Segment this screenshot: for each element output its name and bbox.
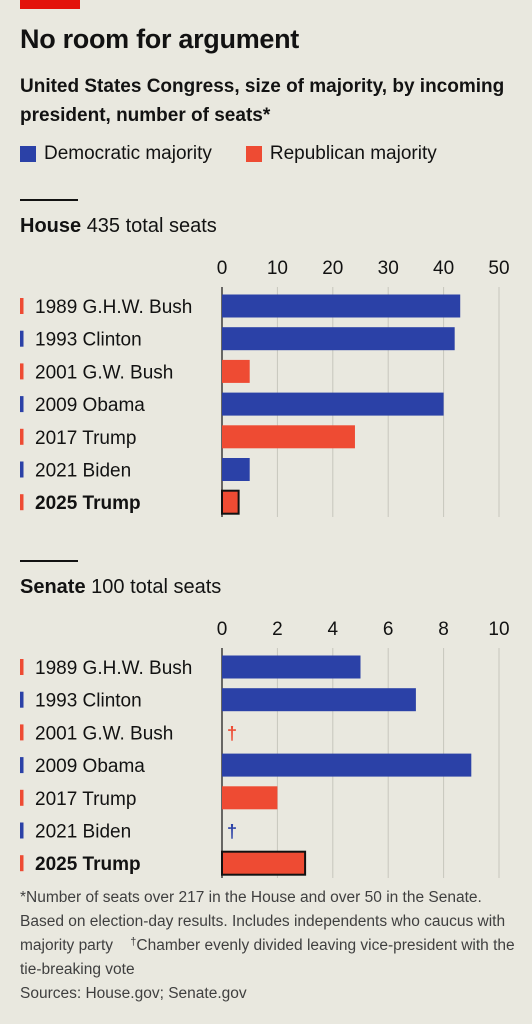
legend-item-democratic: Democratic majority <box>20 143 212 165</box>
senate-heading-seats: 100 total seats <box>91 576 222 598</box>
house-category-label-0: 1989 G.H.W. Bush <box>35 297 192 318</box>
house-party-marker-3 <box>20 396 24 413</box>
house-heading-name: House <box>20 215 82 237</box>
footnote-sources: Sources: House.gov; Senate.gov <box>20 985 247 1002</box>
house-party-marker-4 <box>20 428 24 445</box>
house-bar-2 <box>222 359 250 383</box>
footnote-dagger-symbol: † <box>130 936 137 948</box>
house-party-marker-2 <box>20 363 24 380</box>
legend-label-republican: Republican majority <box>269 143 437 164</box>
senate-tick-label-3: 6 <box>383 619 394 640</box>
house-category-label-3: 2009 Obama <box>35 395 145 416</box>
senate-category-label-6: 2025 Trump <box>35 854 141 875</box>
house-tick-label-5: 50 <box>488 258 509 279</box>
house-party-marker-5 <box>20 461 24 478</box>
senate-party-marker-1 <box>20 691 24 708</box>
house-category-label-1: 1993 Clinton <box>35 330 142 351</box>
senate-category-label-0: 1989 G.H.W. Bush <box>35 658 192 679</box>
senate-bar-chart: 0 2 4 6 8 10 1989 G.H.W. Bush 1993 Clinton 2001 … <box>20 619 510 878</box>
senate-heading: Senate 100 total seats <box>20 576 221 599</box>
house-category-label-5: 2021 Biden <box>35 461 131 482</box>
house-party-marker-1 <box>20 330 24 347</box>
legend-swatch-democratic <box>20 146 36 162</box>
legend-label-democratic: Democratic majority <box>44 143 212 164</box>
senate-dagger-marker-2: † <box>227 723 237 743</box>
house-bar-5 <box>222 458 250 481</box>
footnote: *Number of seats over 217 in the House a… <box>20 886 525 1006</box>
senate-tick-label-5: 10 <box>488 619 509 640</box>
senate-section-rule <box>20 560 78 562</box>
house-heading: House 435 total seats <box>20 215 217 238</box>
house-tick-label-2: 20 <box>322 258 343 279</box>
senate-bar-0 <box>222 655 361 679</box>
house-bar-chart: 0 10 20 30 40 50 1989 G.H.W. Bush 1993 Clinton 2… <box>20 258 510 517</box>
chart-title: No room for argument <box>20 24 300 54</box>
legend-swatch-republican <box>245 146 262 162</box>
senate-category-label-4: 2017 Trump <box>35 789 136 810</box>
senate-party-marker-4 <box>20 789 24 806</box>
house-bar-3 <box>222 392 444 416</box>
top-accent-rule <box>20 0 80 9</box>
senate-party-marker-3 <box>20 757 24 774</box>
chart-subtitle: United States Congress, size of majority… <box>20 76 505 126</box>
senate-party-marker-0 <box>20 659 24 675</box>
house-bar-6 <box>221 489 240 515</box>
house-category-label-6: 2025 Trump <box>35 493 141 514</box>
footnote-dagger-note: Chamber evenly divided leaving vice-pres… <box>20 937 515 978</box>
footnote-note: *Number of seats over 217 in the House a… <box>20 889 506 954</box>
senate-bar-1 <box>222 688 416 712</box>
senate-party-marker-6 <box>20 855 24 872</box>
house-bar-0 <box>222 294 461 318</box>
senate-tick-label-4: 8 <box>438 619 449 640</box>
house-section-rule <box>20 199 78 201</box>
house-tick-label-1: 10 <box>267 258 288 279</box>
senate-tick-label-1: 2 <box>272 619 283 640</box>
legend: Democratic majority Republican majority <box>20 141 437 167</box>
senate-category-label-1: 1993 Clinton <box>35 691 142 712</box>
senate-heading-name: Senate <box>20 576 86 598</box>
senate-bar-3 <box>222 753 472 777</box>
house-tick-label-3: 30 <box>378 258 399 279</box>
house-heading-seats: 435 total seats <box>86 215 217 237</box>
senate-category-label-5: 2021 Biden <box>35 822 131 843</box>
house-party-marker-6 <box>20 494 24 511</box>
senate-party-marker-5 <box>20 822 24 839</box>
senate-category-label-3: 2009 Obama <box>35 756 145 777</box>
house-category-label-4: 2017 Trump <box>35 428 136 449</box>
senate-bar-6 <box>221 850 307 876</box>
senate-category-label-2: 2001 G.W. Bush <box>35 723 173 744</box>
house-bar-4 <box>222 425 355 449</box>
house-party-marker-0 <box>20 298 24 314</box>
senate-dagger-marker-5: † <box>227 822 237 842</box>
senate-tick-label-2: 4 <box>328 619 339 640</box>
house-bar-1 <box>222 327 455 351</box>
house-tick-label-0: 0 <box>217 258 228 279</box>
senate-party-marker-2 <box>20 724 24 741</box>
house-tick-label-4: 40 <box>433 258 454 279</box>
senate-tick-label-0: 0 <box>217 619 228 640</box>
legend-item-republican: Republican majority <box>245 143 437 165</box>
house-category-label-2: 2001 G.W. Bush <box>35 362 173 383</box>
senate-bar-4 <box>222 786 278 810</box>
